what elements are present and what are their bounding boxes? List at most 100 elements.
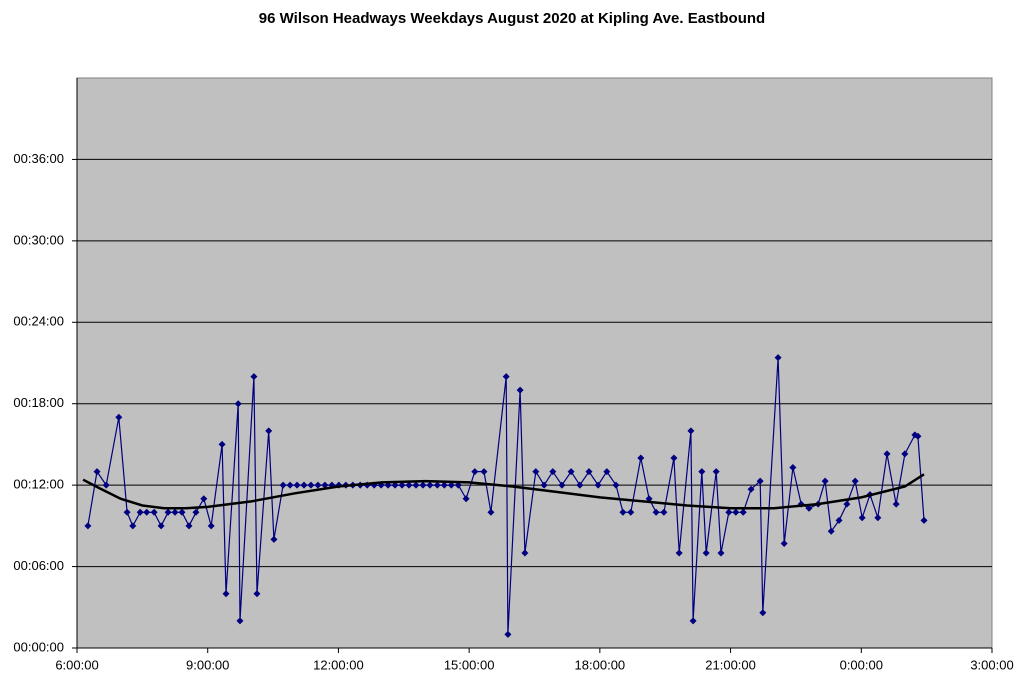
data-point	[732, 508, 740, 516]
data-point	[576, 481, 584, 489]
data-point	[398, 481, 406, 489]
x-tick-label: 9:00:00	[186, 657, 229, 672]
y-tick-label: 00:30:00	[13, 232, 64, 247]
data-point	[892, 500, 900, 508]
data-point	[164, 508, 172, 516]
data-point	[293, 481, 301, 489]
data-point	[129, 522, 137, 530]
x-tick-label: 6:00:00	[55, 657, 98, 672]
data-point	[660, 508, 668, 516]
data-point	[426, 481, 434, 489]
data-point	[279, 481, 287, 489]
data-point	[391, 481, 399, 489]
data-point	[532, 468, 540, 476]
y-tick-label: 00:00:00	[13, 639, 64, 654]
data-point	[717, 549, 725, 557]
data-point	[171, 508, 179, 516]
data-point	[851, 477, 859, 485]
data-point	[102, 481, 110, 489]
data-point	[874, 514, 882, 522]
y-tick-label: 00:24:00	[13, 314, 64, 329]
data-point	[234, 400, 242, 408]
data-point	[789, 464, 797, 471]
data-point	[93, 468, 101, 476]
data-point	[123, 508, 131, 516]
data-point	[603, 468, 611, 476]
data-point	[712, 468, 720, 476]
x-tick-label: 21:00:00	[705, 657, 756, 672]
x-tick-label: 12:00:00	[313, 657, 364, 672]
data-point	[487, 508, 495, 516]
data-point	[698, 468, 706, 476]
series-line	[82, 473, 925, 510]
data-point	[218, 440, 226, 448]
data-point	[157, 522, 165, 530]
data-point	[433, 481, 441, 489]
y-tick-label: 00:36:00	[13, 151, 64, 166]
data-point	[805, 504, 813, 512]
data-point	[236, 617, 244, 625]
x-tick-label: 15:00:00	[444, 657, 495, 672]
data-point	[192, 508, 200, 516]
data-point	[207, 522, 215, 530]
data-point	[502, 373, 510, 381]
data-point	[585, 468, 593, 476]
data-point	[300, 481, 308, 489]
data-point	[687, 427, 695, 435]
data-point	[835, 516, 843, 524]
data-point	[670, 454, 678, 462]
data-point	[549, 468, 557, 476]
data-point	[827, 527, 835, 535]
data-point	[756, 477, 764, 485]
data-point	[675, 549, 683, 557]
data-point	[843, 500, 851, 508]
data-point	[540, 481, 548, 489]
data-point	[115, 413, 123, 421]
data-point	[200, 495, 208, 503]
plot-area	[76, 77, 993, 649]
data-point	[516, 386, 524, 394]
data-point	[739, 508, 747, 516]
data-point	[883, 450, 891, 458]
data-point	[780, 540, 788, 547]
data-point	[594, 481, 602, 489]
data-point	[265, 427, 273, 435]
data-point	[405, 481, 413, 489]
data-point	[619, 508, 627, 516]
data-point	[567, 468, 575, 476]
chart-title: 96 Wilson Headways Weekdays August 2020 …	[259, 10, 765, 27]
data-point	[914, 432, 922, 440]
data-point	[747, 485, 755, 493]
data-point	[637, 454, 645, 462]
data-point	[774, 354, 782, 362]
data-point	[250, 373, 258, 381]
data-point	[143, 508, 151, 516]
data-point	[521, 549, 529, 557]
data-point	[178, 508, 186, 516]
data-point	[702, 549, 710, 557]
data-point	[447, 481, 455, 489]
data-point	[440, 481, 448, 489]
data-point	[471, 468, 479, 476]
data-point	[321, 481, 329, 489]
data-point	[858, 514, 866, 522]
data-point	[725, 508, 733, 516]
data-point	[286, 481, 294, 489]
data-point	[920, 516, 928, 524]
data-point	[821, 477, 829, 485]
data-point	[253, 590, 261, 598]
data-point	[136, 508, 144, 516]
data-point	[307, 481, 315, 489]
data-point	[462, 495, 470, 503]
y-tick-label: 00:18:00	[13, 395, 64, 410]
data-point	[901, 450, 909, 458]
data-point	[454, 481, 462, 489]
y-tick-label: 00:12:00	[13, 477, 64, 492]
data-point	[222, 590, 230, 598]
data-point	[314, 481, 322, 489]
data-point	[270, 535, 278, 543]
data-point	[419, 481, 427, 489]
data-point	[627, 508, 635, 516]
